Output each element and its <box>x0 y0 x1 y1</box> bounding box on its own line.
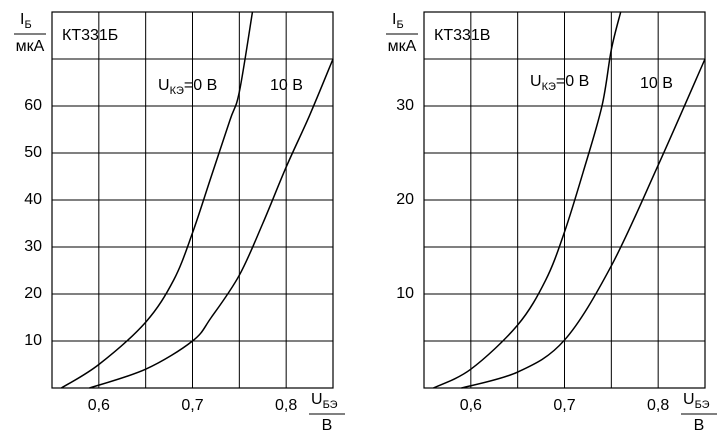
curve <box>433 11 622 389</box>
x-axis-unit: В <box>694 417 705 434</box>
x-tick-label: 0,6 <box>460 397 482 414</box>
y-axis-unit: мкА <box>388 38 417 55</box>
y-tick-label: 20 <box>24 285 42 302</box>
x-axis-unit: В <box>322 417 333 434</box>
label-symbol: U <box>530 73 542 90</box>
chart-title: КТ331В <box>434 27 490 44</box>
label-symbol: U <box>311 391 323 408</box>
y-tick-label: 30 <box>24 238 42 255</box>
label-text: =0 В <box>556 73 589 90</box>
y-tick-label: 50 <box>24 144 42 161</box>
label-subscript: Б <box>396 19 403 31</box>
curve <box>89 58 334 389</box>
y-tick-label: 60 <box>24 97 42 114</box>
y-axis-label: IБ <box>20 11 32 31</box>
label-subscript: КЭ <box>170 85 184 97</box>
label-text: 10 В <box>270 77 303 94</box>
label-symbol: I <box>20 11 24 28</box>
label-symbol: U <box>683 391 695 408</box>
plot-frame <box>423 11 706 389</box>
legend-label: 10 В <box>640 75 673 92</box>
x-tick-label: 0,8 <box>275 397 297 414</box>
legend-label: UКЭ=0 В <box>530 73 589 93</box>
label-text: =0 В <box>184 77 217 94</box>
label-text: 10 В <box>640 75 673 92</box>
x-axis-label: UБЭ <box>311 391 338 411</box>
legend-label: UКЭ=0 В <box>158 77 217 97</box>
chart-title: КТ331Б <box>62 27 118 44</box>
label-subscript: БЭ <box>323 399 338 411</box>
y-axis-unit: мкА <box>16 38 45 55</box>
x-tick-label: 0,7 <box>553 397 575 414</box>
plot-frame <box>51 11 334 389</box>
y-tick-label: 30 <box>396 97 414 114</box>
x-tick-label: 0,8 <box>647 397 669 414</box>
y-tick-label: 10 <box>24 332 42 349</box>
y-tick-label: 10 <box>396 285 414 302</box>
x-axis-label: UБЭ <box>683 391 710 411</box>
label-subscript: КЭ <box>542 81 556 93</box>
label-subscript: Б <box>24 19 31 31</box>
y-tick-label: 20 <box>396 191 414 208</box>
curve <box>461 58 706 389</box>
curve <box>60 11 254 389</box>
y-axis-label: IБ <box>392 11 404 31</box>
label-symbol: I <box>392 11 396 28</box>
legend-label: 10 В <box>270 77 303 94</box>
label-subscript: БЭ <box>695 399 710 411</box>
y-tick-label: 40 <box>24 191 42 208</box>
x-tick-label: 0,6 <box>88 397 110 414</box>
x-tick-label: 0,7 <box>181 397 203 414</box>
label-symbol: U <box>158 77 170 94</box>
